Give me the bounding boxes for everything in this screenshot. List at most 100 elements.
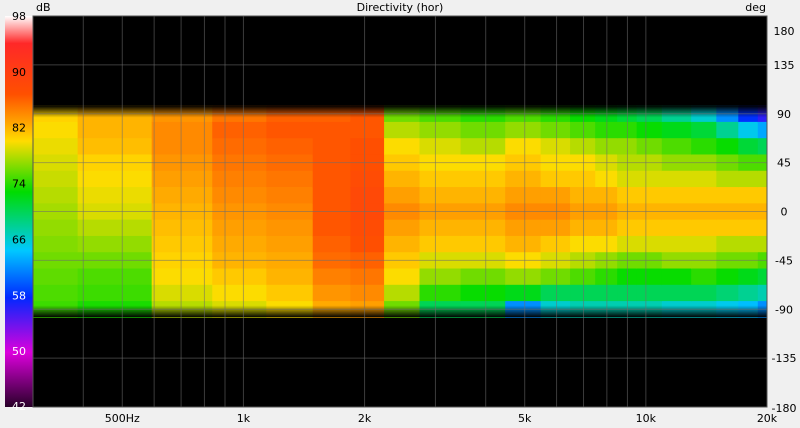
heatmap-cell [716, 170, 739, 188]
heatmap-cell [570, 235, 596, 253]
heatmap-cell [312, 268, 351, 286]
heatmap-cell [312, 219, 351, 237]
heatmap-cell [33, 121, 79, 139]
heatmap-cell [419, 235, 462, 253]
colorbar [5, 16, 33, 407]
heatmap-cell [312, 235, 351, 253]
heatmap-cell [77, 268, 153, 286]
heatmap-cell [384, 170, 421, 188]
heatmap-cell [636, 187, 663, 204]
heatmap-cell [570, 268, 596, 286]
heatmap-cell [350, 268, 385, 286]
heatmap-cell [266, 121, 314, 139]
heatmap-cell [151, 219, 213, 237]
heatmap-cell [77, 284, 153, 302]
colorbar-tick-label: 66 [12, 233, 26, 246]
fade-bottom [33, 305, 767, 318]
heatmap-cell [570, 187, 596, 204]
y-tick-label: 0 [781, 206, 788, 219]
heatmap-cell [33, 235, 79, 253]
y-tick-label: 135 [774, 59, 795, 72]
heatmap-cell [661, 268, 692, 286]
heatmap-cell [738, 284, 759, 302]
colorbar-tick-label: 58 [12, 289, 26, 302]
heatmap-cell [716, 268, 739, 286]
heatmap-cell [570, 138, 596, 156]
x-tick-label: 500Hz [105, 412, 140, 425]
heatmap-cell [419, 170, 462, 188]
heatmap-cell [419, 187, 462, 204]
colorbar-tick-label: 98 [12, 10, 26, 23]
heatmap-cell [738, 187, 759, 204]
heatmap-cell [691, 121, 717, 139]
heatmap-cell [266, 235, 314, 253]
heatmap-cell [33, 187, 79, 204]
heatmap-cell [540, 138, 571, 156]
heatmap-cell [384, 187, 421, 204]
heatmap-cell [384, 268, 421, 286]
heatmap-cell [212, 187, 267, 204]
heatmap-cell [691, 170, 717, 188]
heatmap-cell [350, 219, 385, 237]
heatmap-cell [661, 138, 692, 156]
heatmap-cell [691, 138, 717, 156]
fade-top [33, 105, 767, 118]
heatmap-cell [460, 284, 506, 302]
heatmap-cell [738, 170, 759, 188]
heatmap-cell [266, 268, 314, 286]
heatmap-cell [636, 219, 663, 237]
heatmap-cell [691, 268, 717, 286]
heatmap-cell [757, 235, 767, 253]
heatmap-cell [419, 219, 462, 237]
heatmap-cell [636, 138, 663, 156]
heatmap-cell [540, 284, 571, 302]
heatmap-cell [384, 284, 421, 302]
heatmap-cell [505, 138, 542, 156]
heatmap-cell [350, 235, 385, 253]
heatmap-cell [716, 187, 739, 204]
heatmap-cell [384, 138, 421, 156]
heatmap-cell [350, 170, 385, 188]
heatmap-cell [266, 170, 314, 188]
colorbar-unit-label: dB [36, 1, 51, 14]
chart-title: Directivity (hor) [357, 1, 444, 14]
colorbar-tick-label: 74 [12, 178, 26, 191]
heatmap-cell [77, 170, 153, 188]
y-tick-label: -45 [775, 254, 793, 267]
heatmap-cell [505, 235, 542, 253]
colorbar-tick-label: 50 [12, 345, 26, 358]
heatmap-cell [661, 121, 692, 139]
heatmap-cell [661, 284, 692, 302]
heatmap-cell [151, 284, 213, 302]
heatmap-cell [460, 219, 506, 237]
heatmap-cell [540, 268, 571, 286]
plot-frame [32, 15, 768, 408]
heatmap-cell [636, 268, 663, 286]
heatmap-cell [212, 235, 267, 253]
heatmap-cell [151, 235, 213, 253]
heatmap-cell [460, 187, 506, 204]
heatmap-cell [636, 170, 663, 188]
heatmap-cell [33, 138, 79, 156]
heatmap-cell [266, 284, 314, 302]
heatmap-cell [757, 187, 767, 204]
heatmap-cell [350, 187, 385, 204]
heatmap-cell [77, 235, 153, 253]
heatmap-cell [691, 219, 717, 237]
heatmap-cell [151, 121, 213, 139]
colorbar-labels: 98 90 82 74 66 58 50 42 [12, 10, 26, 413]
heatmap-cell [384, 219, 421, 237]
heatmap-cell [505, 170, 542, 188]
heatmap-cell [540, 170, 571, 188]
heatmap-cell [716, 284, 739, 302]
heatmap-cell [419, 121, 462, 139]
heatmap-cell [350, 138, 385, 156]
heatmap-cell [77, 121, 153, 139]
heatmap-cell [266, 187, 314, 204]
heatmap-cell [77, 138, 153, 156]
heatmap-cell [757, 219, 767, 237]
heatmap-cell [460, 268, 506, 286]
heatmap-cell [384, 235, 421, 253]
heatmap-cell [540, 187, 571, 204]
